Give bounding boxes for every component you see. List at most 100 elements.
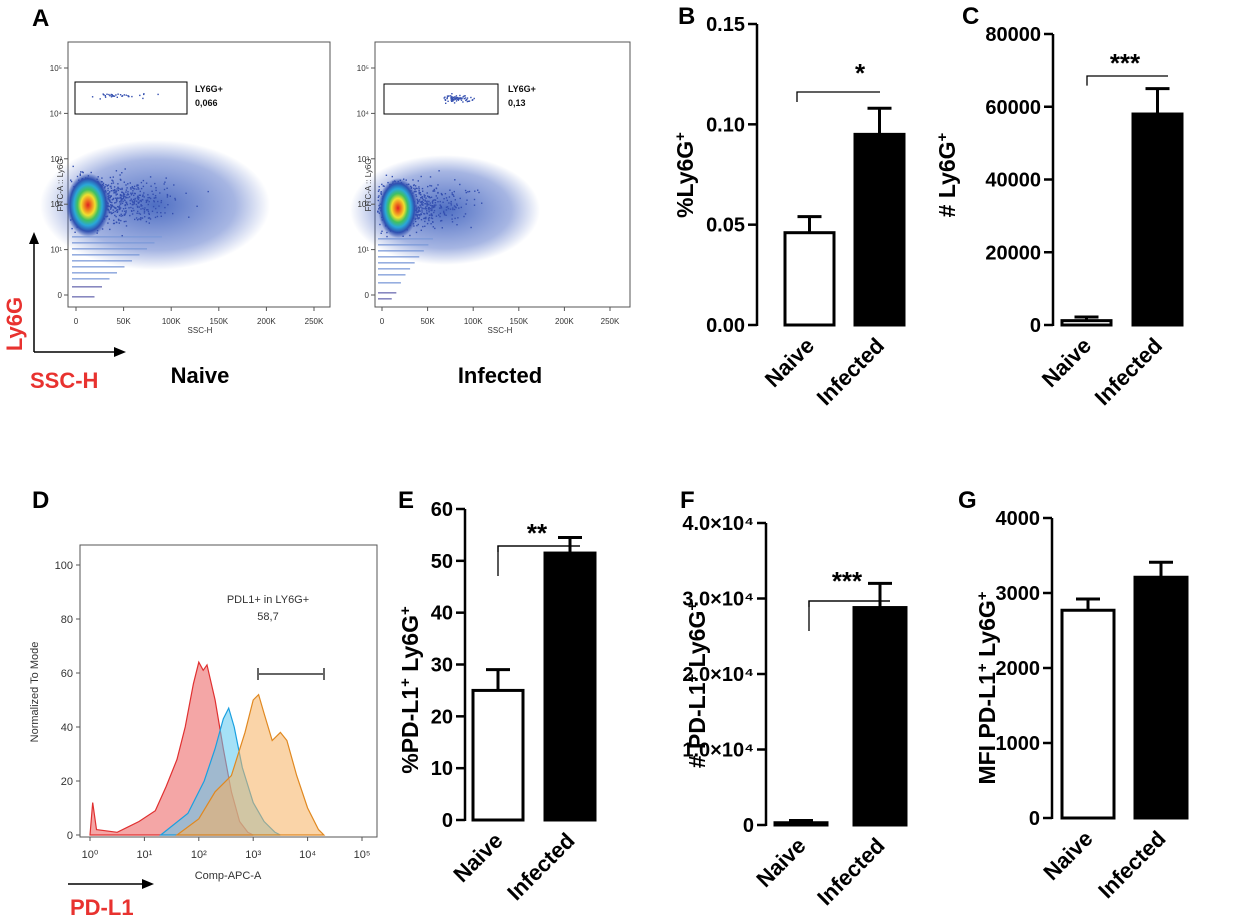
event-dot <box>439 212 442 215</box>
event-dot <box>136 184 138 186</box>
event-dot <box>432 226 434 228</box>
event-dot <box>70 180 73 183</box>
event-dot <box>433 211 435 214</box>
event-streak <box>378 274 406 276</box>
event-dot <box>148 196 151 199</box>
y-tick-label: 20 <box>431 706 453 728</box>
event-dot <box>133 201 135 203</box>
event-dot <box>124 210 126 212</box>
event-dot <box>431 214 433 216</box>
event-dot <box>415 187 417 189</box>
event-dot <box>109 208 112 210</box>
event-dot <box>432 199 435 201</box>
event-dot <box>131 186 133 188</box>
category-label: Naive <box>448 828 507 887</box>
event-dot <box>166 187 168 189</box>
event-dot <box>435 187 438 190</box>
y-tick-label: 2.0×10⁴ <box>682 664 754 686</box>
event-dot <box>428 209 430 211</box>
event-dot <box>440 206 442 208</box>
event-dot <box>146 209 149 211</box>
event-dot <box>429 184 431 187</box>
event-streak <box>72 272 117 274</box>
event-dot <box>110 205 112 207</box>
event-dot <box>432 200 434 202</box>
event-dot <box>430 214 432 216</box>
label-part: # Ly6G <box>934 141 960 217</box>
event-dot <box>114 207 116 209</box>
event-dot <box>138 188 140 190</box>
event-dot <box>113 191 116 194</box>
event-dot <box>438 170 440 172</box>
x-tick-label: 10¹ <box>136 849 152 861</box>
event-dot <box>444 96 446 98</box>
event-dot <box>452 96 454 99</box>
event-dot <box>441 193 443 196</box>
event-dot <box>452 99 454 101</box>
event-dot <box>417 210 420 213</box>
event-dot <box>424 225 426 227</box>
bar-infected <box>853 132 906 327</box>
event-dot <box>147 217 150 219</box>
event-streak <box>72 278 110 280</box>
event-dot <box>134 218 136 221</box>
event-dot <box>451 218 453 220</box>
event-dot <box>419 192 421 194</box>
x-tick-label: 10⁵ <box>354 849 371 861</box>
event-dot <box>433 190 436 192</box>
event-dot <box>167 204 169 206</box>
event-dot <box>129 199 131 202</box>
event-dot <box>121 202 124 205</box>
event-dot <box>140 217 142 219</box>
event-dot <box>417 199 419 201</box>
event-dot <box>431 206 433 209</box>
event-dot <box>116 193 118 195</box>
event-dot <box>114 214 116 217</box>
significance-bracket <box>497 545 580 576</box>
event-dot <box>121 191 123 194</box>
event-dot <box>420 193 422 196</box>
event-dot <box>413 184 415 186</box>
event-dot <box>382 185 384 187</box>
event-dot <box>451 93 453 95</box>
event-dot <box>118 219 120 221</box>
event-dot <box>133 192 136 195</box>
y-tick-label: 10² <box>50 200 62 209</box>
event-dot <box>155 187 157 189</box>
superscript: + <box>974 591 991 600</box>
y-tick-label: 10⁵ <box>357 64 369 73</box>
event-dot <box>447 207 450 210</box>
event-dot <box>458 207 460 209</box>
event-dot <box>124 207 127 209</box>
event-dot <box>116 209 118 212</box>
event-dot <box>147 210 150 213</box>
event-dot <box>449 189 451 191</box>
event-dot <box>416 224 418 227</box>
event-dot <box>124 168 126 170</box>
event-dot <box>377 196 380 198</box>
event-dot <box>443 214 446 216</box>
event-dot <box>452 207 454 209</box>
event-dot <box>143 210 146 213</box>
pdl1-axis-title: PD-L1 <box>70 895 134 920</box>
y-tick-label: 10¹ <box>50 246 62 255</box>
event-dot <box>121 188 123 191</box>
event-dot <box>127 95 129 97</box>
event-dot <box>461 97 463 99</box>
event-dot <box>419 214 421 217</box>
event-dot <box>119 174 121 176</box>
event-dot <box>445 197 448 199</box>
event-dot <box>450 96 453 98</box>
event-dot <box>422 225 424 228</box>
event-dot <box>431 202 434 204</box>
event-dot <box>207 190 209 193</box>
bar-naive <box>471 688 525 822</box>
event-dot <box>416 215 418 218</box>
significance-marker: *** <box>1110 48 1141 78</box>
event-dot <box>149 176 152 178</box>
event-dot <box>118 205 121 207</box>
significance-marker: *** <box>832 566 863 596</box>
event-dot <box>136 212 138 214</box>
event-dot <box>419 214 421 216</box>
y-tick-label: 0 <box>365 291 370 300</box>
